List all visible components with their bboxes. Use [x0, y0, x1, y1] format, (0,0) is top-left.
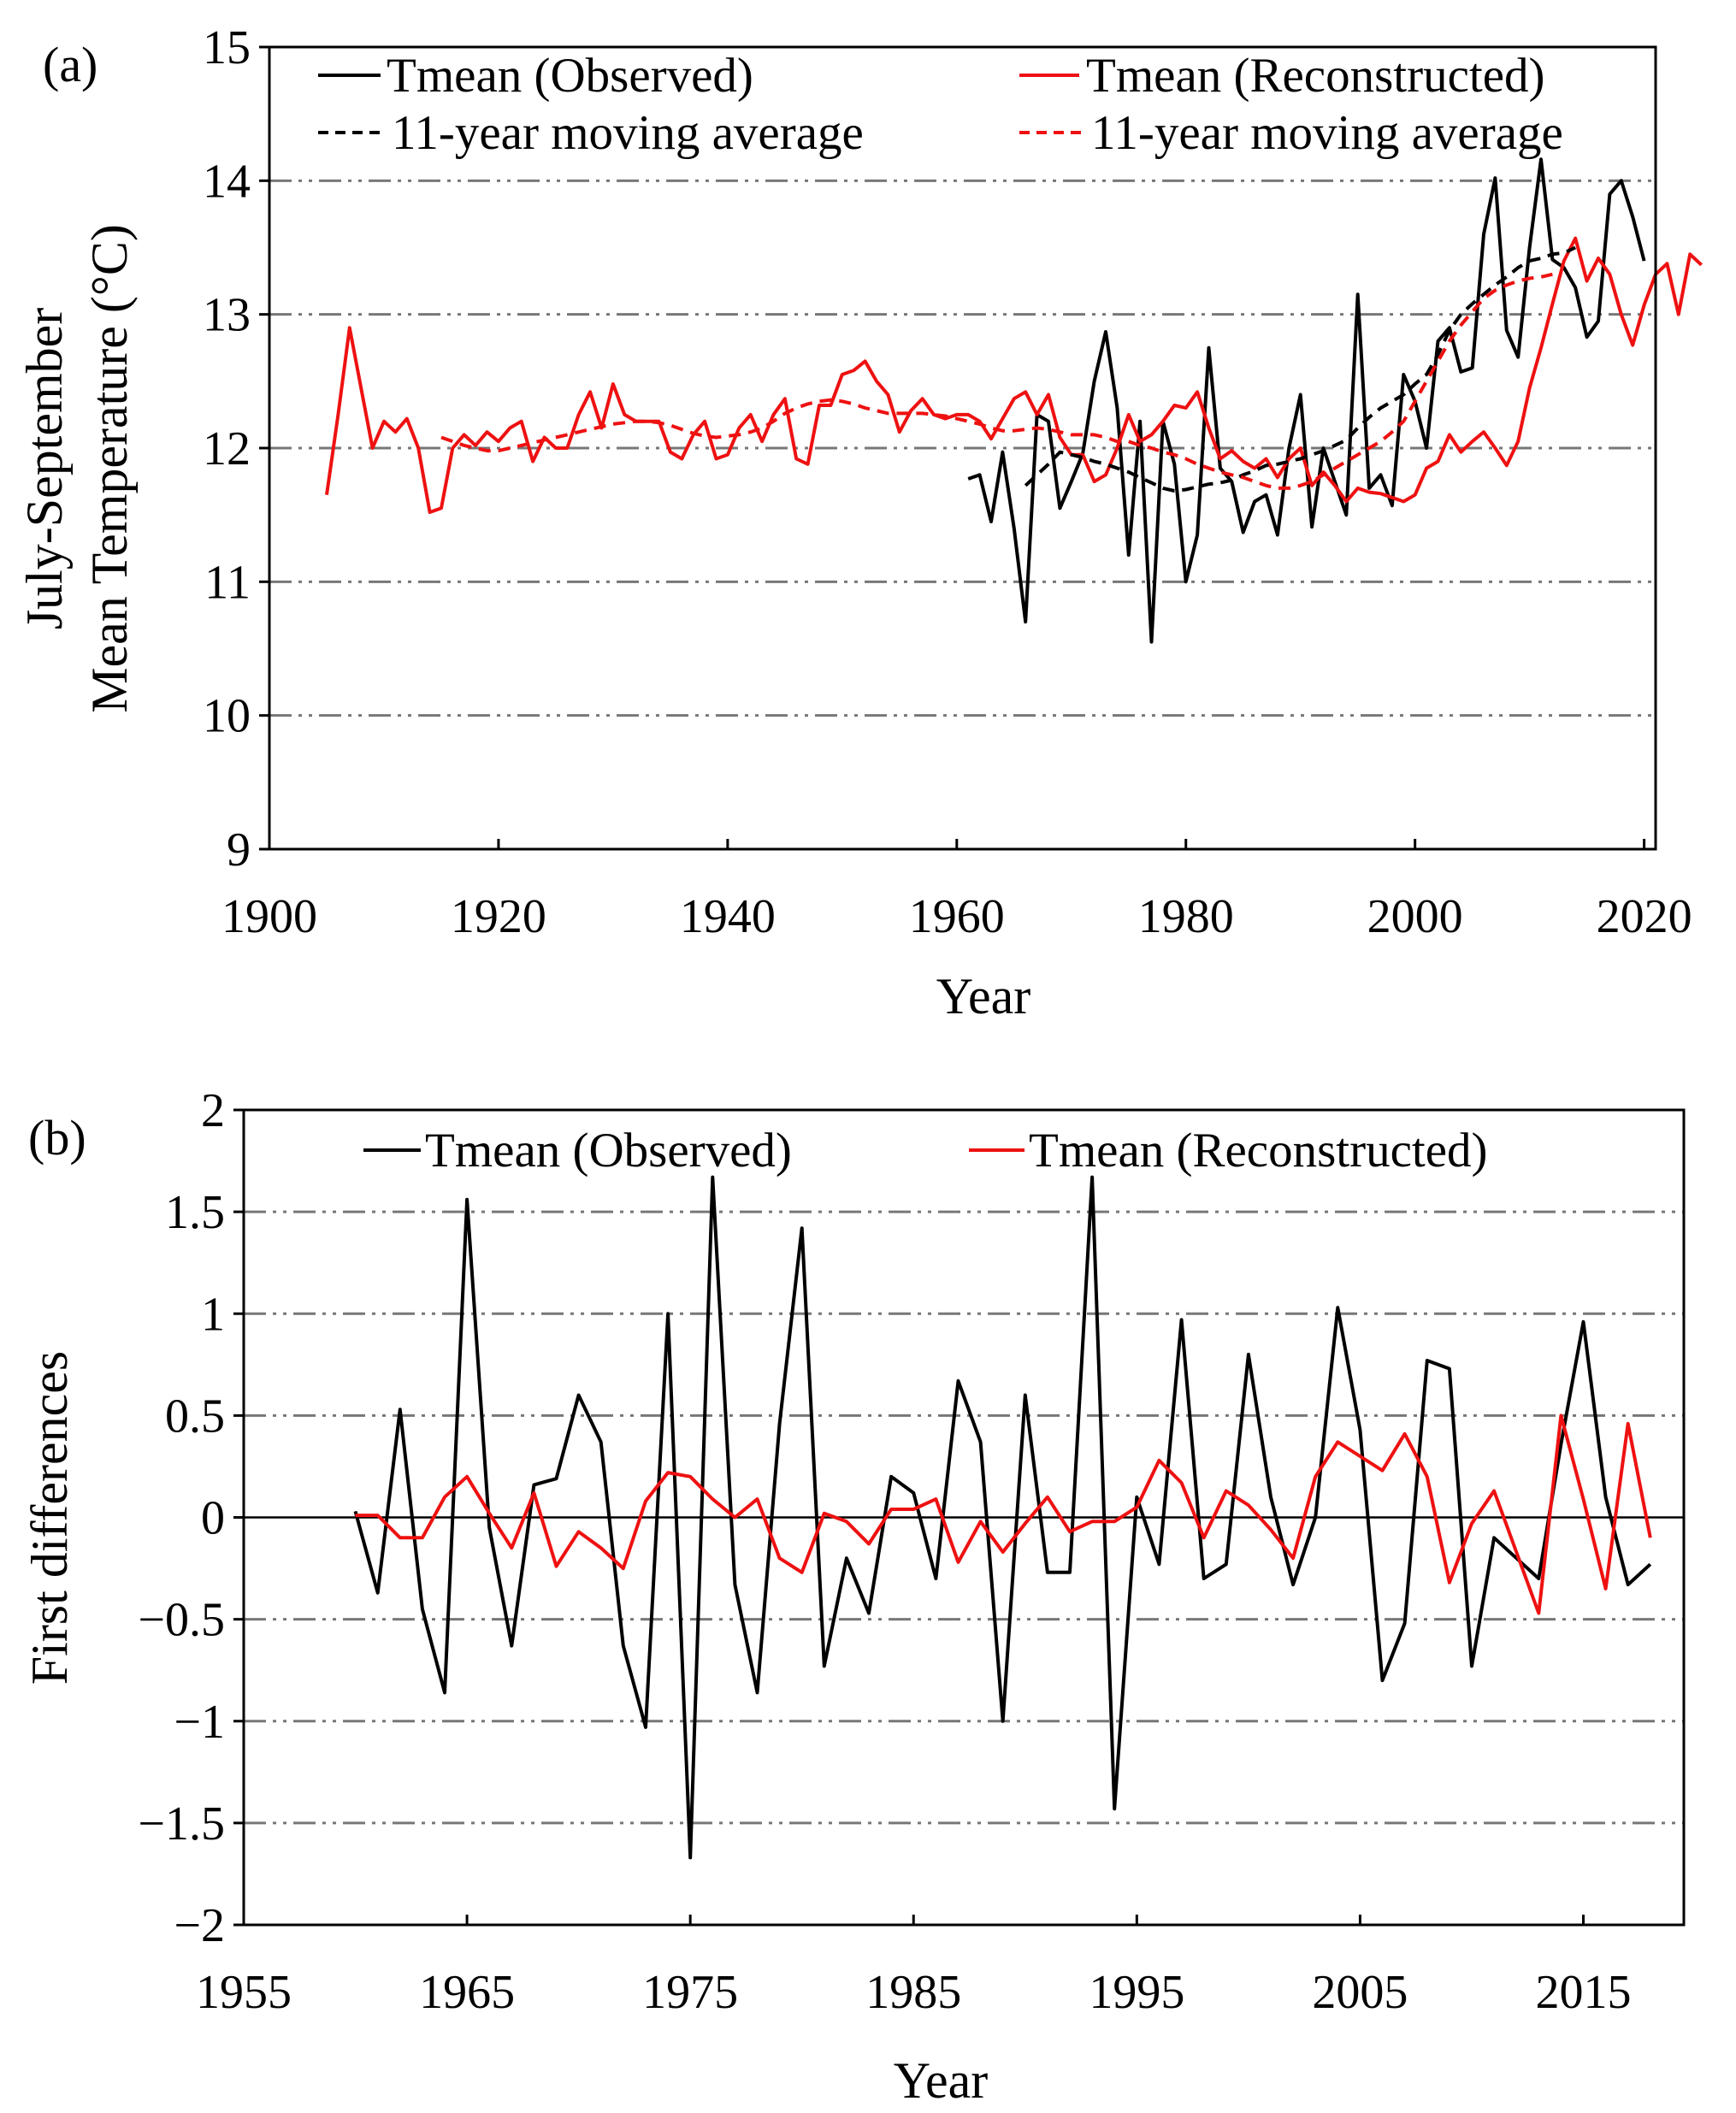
panel-a-x-ticks: 1900 1920 1940 1960 1980 2000 2020 [221, 839, 1692, 943]
panel-a-series [325, 157, 1703, 644]
series-b-0 [353, 1175, 1652, 1860]
panel-b-gridlines [244, 1210, 1684, 1825]
x-tick-label-a-4: 1980 [1138, 890, 1234, 943]
panel-b-y-axis-label: First differences [21, 1351, 78, 1685]
y-tick-label-b-5: 0.5 [165, 1390, 225, 1443]
x-tick-label-a-1: 1920 [451, 890, 546, 943]
panel-b: (b) −2−1.5−1−0.500.511.52 1955 1965 1975 19… [21, 1084, 1686, 2109]
x-tick-label-b-6: 2015 [1536, 1966, 1632, 2019]
x-tick-label-b-0: 1955 [196, 1966, 292, 2019]
y-tick-label-b-3: −0.5 [138, 1594, 225, 1647]
panel-b-label: (b) [28, 1110, 86, 1166]
y-tick-label-a-5: 14 [203, 155, 251, 208]
x-tick-label-a-6: 2020 [1597, 890, 1692, 943]
x-tick-label-a-2: 1940 [680, 890, 776, 943]
legend-b-reconstructed-label: Tmean (Reconstructed) [1029, 1124, 1488, 1177]
y-tick-label-b-2: −1 [174, 1696, 225, 1749]
panel-a: (a) 9 10 11 12 13 14 15 1900 1920 1940 1960 1980 20… [16, 21, 1703, 1024]
legend-a-observed-ma-label: 11-year moving average [392, 106, 864, 160]
y-tick-label-a-1: 10 [203, 690, 251, 743]
y-tick-label-b-1: −1.5 [138, 1797, 225, 1850]
x-tick-label-a-3: 1960 [909, 890, 1005, 943]
y-tick-label-b-4: 0 [201, 1492, 225, 1545]
y-tick-label-a-6: 15 [203, 21, 251, 74]
x-tick-label-a-5: 2000 [1367, 890, 1463, 943]
panel-b-x-ticks: 1955 1965 1975 1985 1995 2005 2015 [196, 1915, 1632, 2019]
legend-a-reconstructed-label: Tmean (Reconstructed) [1086, 49, 1545, 103]
y-tick-label-a-0: 9 [227, 823, 251, 876]
panel-a-label: (a) [43, 37, 97, 92]
x-tick-label-b-5: 2005 [1312, 1966, 1408, 2019]
panel-a-y-ticks: 9 10 11 12 13 14 15 [203, 21, 269, 876]
y-tick-label-a-3: 12 [203, 422, 251, 475]
x-tick-label-b-4: 1995 [1089, 1966, 1184, 2019]
x-tick-label-b-2: 1975 [642, 1966, 738, 2019]
series-a-2 [1024, 245, 1577, 493]
series-a-1 [325, 236, 1703, 514]
panel-a-y-axis-label-line2: Mean Temperature (°C) [81, 224, 138, 713]
y-tick-label-a-2: 11 [204, 556, 251, 609]
series-b-1 [355, 1414, 1652, 1615]
panel-b-y-ticks: −2 −1.5 −1 −0.5 0 0.5 1 1.5 2 [138, 1084, 244, 1952]
x-tick-label-a-0: 1900 [221, 890, 317, 943]
y-tick-label-b-7: 1.5 [165, 1186, 225, 1239]
legend-a-observed-label: Tmean (Observed) [387, 49, 753, 103]
panel-a-gridlines [269, 179, 1656, 717]
panel-b-legend: Tmean (Observed) Tmean (Reconstructed) [363, 1124, 1488, 1177]
panel-a-y-axis-label-line1: July-September [16, 308, 73, 630]
series-a-3 [440, 272, 1553, 490]
y-tick-label-b-8: 2 [201, 1084, 225, 1137]
x-tick-label-b-1: 1965 [419, 1966, 515, 2019]
series-a-0 [967, 157, 1646, 644]
y-tick-label-b-0: −2 [174, 1899, 225, 1952]
y-tick-label-b-6: 1 [201, 1288, 225, 1341]
panel-b-x-axis-label: Year [894, 2052, 989, 2109]
legend-a-reconstructed-ma-label: 11-year moving average [1091, 106, 1563, 160]
panel-a-x-axis-label: Year [936, 968, 1031, 1024]
panel-a-legend: Tmean (Observed) Tmean (Reconstructed) 1… [318, 49, 1563, 160]
y-tick-label-a-4: 13 [203, 289, 251, 342]
x-tick-label-b-3: 1985 [865, 1966, 961, 2019]
legend-b-observed-label: Tmean (Observed) [425, 1124, 792, 1177]
panel-b-series [353, 1175, 1652, 1860]
